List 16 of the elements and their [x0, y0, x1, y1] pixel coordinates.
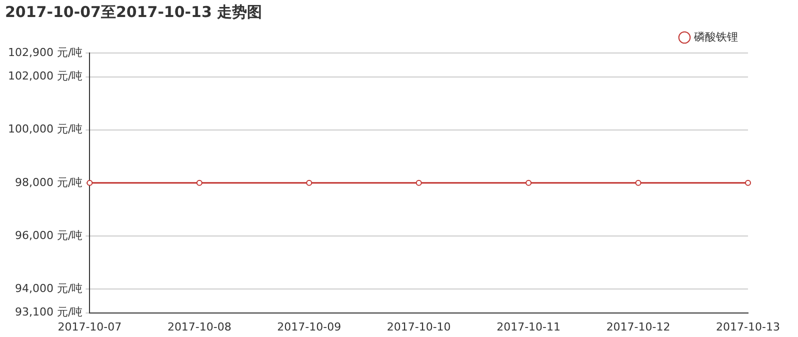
chart-title: 2017-10-07至2017-10-13 走势图 [5, 2, 262, 21]
y-tick-label: 100,000 元/吨 [8, 122, 83, 136]
y-tick-label: 93,100 元/吨 [14, 306, 83, 319]
x-tick-label: 2017-10-09 [277, 320, 342, 334]
x-tick-label: 2017-10-13 [716, 320, 780, 334]
x-tick-label: 2017-10-12 [606, 320, 670, 334]
y-tick-label: 102,000 元/吨 [8, 70, 83, 83]
x-tick-label: 2017-10-08 [167, 320, 232, 334]
y-tick-label: 98,000 元/吨 [14, 176, 83, 189]
y-tick-label: 94,000 元/吨 [14, 282, 83, 295]
x-tick-label: 2017-10-07 [58, 320, 122, 334]
x-tick-label: 2017-10-10 [386, 320, 451, 334]
y-tick-label: 102,900 元/吨 [8, 46, 83, 59]
y-tick-label: 96,000 元/吨 [14, 228, 83, 242]
legend-label: 磷酸铁锂 [693, 30, 738, 44]
x-tick-label: 2017-10-11 [496, 320, 561, 334]
